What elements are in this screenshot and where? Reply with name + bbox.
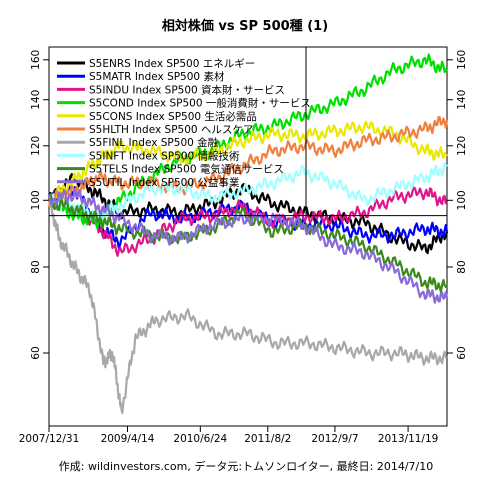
legend-label-1: S5ENRS Index SP500 エネルギー [89, 58, 255, 70]
legend-label-8: S5INFT Index SP500 情報技術 [89, 149, 240, 162]
series-line-5 [47, 120, 448, 208]
x-tick-label-5: 2012/9/7 [311, 433, 358, 445]
legend-label-5: S5CONS Index SP500 生活必需品 [89, 110, 257, 123]
y-tick-label-right-160: 160 [456, 50, 468, 70]
y-tick-label-left-120: 120 [30, 136, 42, 156]
series-line-7 [47, 196, 448, 414]
y-tick-label-right-100: 100 [456, 190, 468, 210]
y-tick-label-right-140: 140 [456, 90, 468, 110]
y-tick-label-right-80: 80 [456, 260, 468, 273]
y-tick-label-left-60: 60 [30, 346, 42, 359]
series-line-2 [47, 184, 449, 250]
y-tick-label-right-60: 60 [456, 346, 468, 359]
x-tick-label-4: 2011/8/2 [244, 433, 291, 445]
y-tick-label-left-140: 140 [30, 90, 42, 110]
y-tick-label-right-120: 120 [456, 136, 468, 156]
legend-label-7: S5FINL Index SP500 金融 [89, 136, 219, 149]
legend-label-10: S5UTIL Index SP500 公益事業 [89, 176, 240, 189]
series-layer [47, 53, 449, 414]
axes: 60 60 80 80 100 100 120 120 140 140 160 160 2007/12/… [19, 50, 468, 445]
legend-label-2: S5MATR Index SP500 素材 [89, 70, 225, 83]
series-line-6 [47, 116, 449, 208]
plot-frame [48, 46, 448, 427]
chart-title: 相対株価 vs SP 500種 (1) [162, 18, 328, 34]
y-tick-label-left-80: 80 [30, 260, 42, 273]
legend-label-3: S5INDU Index SP500 資本財・サービス [89, 83, 285, 96]
x-tick-label-1: 2007/12/31 [19, 433, 80, 445]
x-tick-label-6: 2013/11/19 [378, 433, 439, 445]
legend-label-4: S5COND Index SP500 一般消費財・サービス [89, 97, 311, 110]
x-tick-label-2: 2009/4/14 [101, 433, 155, 445]
x-tick-label-3: 2010/6/24 [173, 433, 227, 445]
legend-label-6: S5HLTH Index SP500 ヘルスケア [89, 124, 253, 136]
y-tick-label-left-100: 100 [30, 190, 42, 210]
y-tick-label-left-160: 160 [30, 50, 42, 70]
series-line-8 [48, 162, 448, 221]
caption: 作成: wildinvestors.com, データ元:トムソンロイター, 最終… [59, 459, 433, 473]
legend-label-9: S5TELS Index SP500 電気通信サービス [89, 163, 284, 176]
